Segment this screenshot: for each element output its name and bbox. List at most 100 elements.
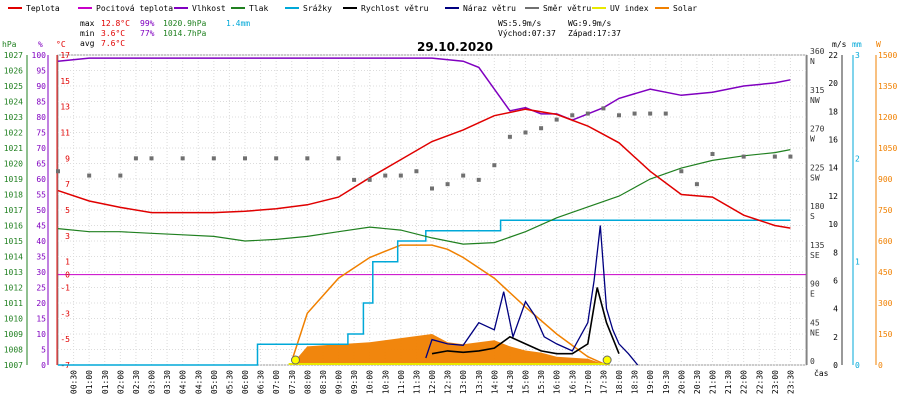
time-tick-label: 06:30 — [257, 370, 266, 394]
hpa-tick-label: 1019 — [4, 175, 23, 184]
wind-tick-label: 6 — [833, 276, 838, 285]
sunrise: Východ:07:37 — [498, 29, 556, 38]
solar-tick-label: 1200 — [878, 113, 897, 122]
percent-tick-label: 30 — [36, 268, 46, 277]
direction-tick-label: E — [810, 290, 815, 299]
time-tick-label: 18:00 — [615, 370, 624, 394]
stats-temp: 7.6°C — [101, 39, 125, 48]
time-tick-label: 20:00 — [677, 370, 686, 394]
celsius-tick-label: 5 — [65, 206, 70, 215]
wind-direction-point — [617, 113, 621, 118]
rain-tick-label: 2 — [855, 154, 860, 163]
wind-direction-point — [507, 134, 512, 139]
time-tick-label: 06:00 — [241, 370, 250, 394]
direction-tick-label: SW — [810, 173, 820, 182]
direction-tick-label: 180 — [810, 202, 825, 211]
percent-tick-label: 65 — [36, 160, 46, 169]
direction-tick-label: 270 — [810, 125, 825, 134]
hpa-tick-label: 1016 — [4, 222, 23, 231]
stats-pressure: 1014.7hPa — [163, 29, 207, 38]
stats-humidity: 99% — [140, 19, 155, 28]
time-tick-label: 10:30 — [381, 370, 390, 394]
solar-curve — [291, 244, 607, 366]
percent-tick-label: 5 — [41, 346, 46, 355]
celsius-tick-label: 3 — [65, 232, 70, 241]
time-tick-label: 05:00 — [210, 370, 219, 394]
hpa-tick-label: 1020 — [4, 160, 23, 169]
time-tick-label: 14:30 — [506, 370, 515, 394]
wind-tick-label: 22 — [828, 51, 838, 60]
celsius-tick-label: 11 — [60, 129, 70, 138]
time-axis-label: čas — [814, 368, 829, 378]
wind-direction-point — [539, 126, 544, 131]
time-tick-label: 04:00 — [179, 370, 188, 394]
wind-direction-point — [445, 182, 450, 187]
celsius-tick-label: 15 — [60, 77, 70, 86]
wind-direction-point — [133, 156, 138, 161]
hpa-tick-label: 1012 — [4, 284, 23, 293]
celsius-tick-label: 13 — [60, 103, 70, 112]
direction-tick-label: NE — [810, 328, 820, 337]
percent-tick-label: 85 — [36, 98, 46, 107]
time-tick-label: 11:30 — [412, 370, 421, 394]
legend-label: Rychlost větru — [361, 4, 429, 13]
hpa-tick-label: 1017 — [4, 206, 23, 215]
solar-tick-label: 0 — [878, 361, 883, 370]
hpa-tick-label: 1021 — [4, 144, 23, 153]
temperature-line — [57, 108, 791, 229]
solar-tick-label: 750 — [878, 206, 893, 215]
plot-area — [56, 57, 793, 366]
stats-label: max — [80, 19, 95, 28]
legend-label: Náraz větru — [463, 4, 516, 13]
hpa-tick-label: 1023 — [4, 113, 23, 122]
percent-tick-label: 40 — [36, 237, 46, 246]
percent-tick-label: 95 — [36, 67, 46, 76]
wind-direction-point — [710, 152, 715, 157]
time-tick-label: 09:30 — [350, 370, 359, 394]
wind-tick-label: 10 — [828, 220, 838, 229]
wind-tick-label: 0 — [833, 361, 838, 370]
time-tick-label: 20:30 — [693, 370, 702, 394]
legend-label: Teplota — [26, 4, 60, 13]
time-tick-label: 14:00 — [490, 370, 499, 394]
time-tick-label: 05:30 — [225, 370, 234, 394]
wind-gust-line — [425, 225, 639, 366]
wind-direction-point — [243, 156, 247, 161]
wind-direction-point — [585, 111, 590, 116]
legend-label: UV index — [610, 4, 649, 13]
percent-tick-label: 15 — [36, 315, 46, 324]
hpa-tick-label: 1011 — [4, 299, 23, 308]
wind-speed-max: WS:5.9m/s — [498, 19, 542, 28]
time-tick-label: 08:30 — [319, 370, 328, 394]
wind-speed-line — [431, 287, 620, 355]
legend-label: Srážky — [303, 4, 332, 13]
time-tick-label: 07:00 — [272, 370, 281, 394]
hpa-tick-label: 1015 — [4, 237, 23, 246]
solar-tick-label: 450 — [878, 268, 893, 277]
time-tick-label: 19:00 — [646, 370, 655, 394]
wind-direction-point — [476, 177, 481, 182]
legend-label: Vlhkost — [192, 4, 226, 13]
rain-tick-label: 0 — [855, 361, 860, 370]
hpa-tick-label: 1022 — [4, 129, 23, 138]
plot-frame — [57, 54, 807, 366]
celsius-tick-label: -1 — [60, 284, 70, 293]
celsius-tick-label: 17 — [60, 51, 70, 60]
time-tick-label: 02:00 — [116, 370, 125, 394]
wind-direction-point — [118, 173, 123, 178]
time-tick-label: 17:00 — [584, 370, 593, 394]
grid — [57, 54, 807, 366]
wind-direction-point — [211, 156, 216, 161]
wind-direction-point — [383, 173, 388, 178]
time-tick-label: 21:30 — [724, 370, 733, 394]
hpa-tick-label: 1027 — [4, 51, 23, 60]
direction-tick-label: W — [810, 135, 815, 144]
direction-tick-label: 225 — [810, 163, 825, 172]
hpa-tick-label: 1009 — [4, 330, 23, 339]
legend-label: Směr větru — [543, 4, 591, 13]
percent-tick-label: 10 — [36, 330, 46, 339]
direction-tick-label: NW — [810, 96, 820, 105]
time-tick-label: 07:30 — [288, 370, 297, 394]
percent-tick-label: 80 — [36, 113, 46, 122]
